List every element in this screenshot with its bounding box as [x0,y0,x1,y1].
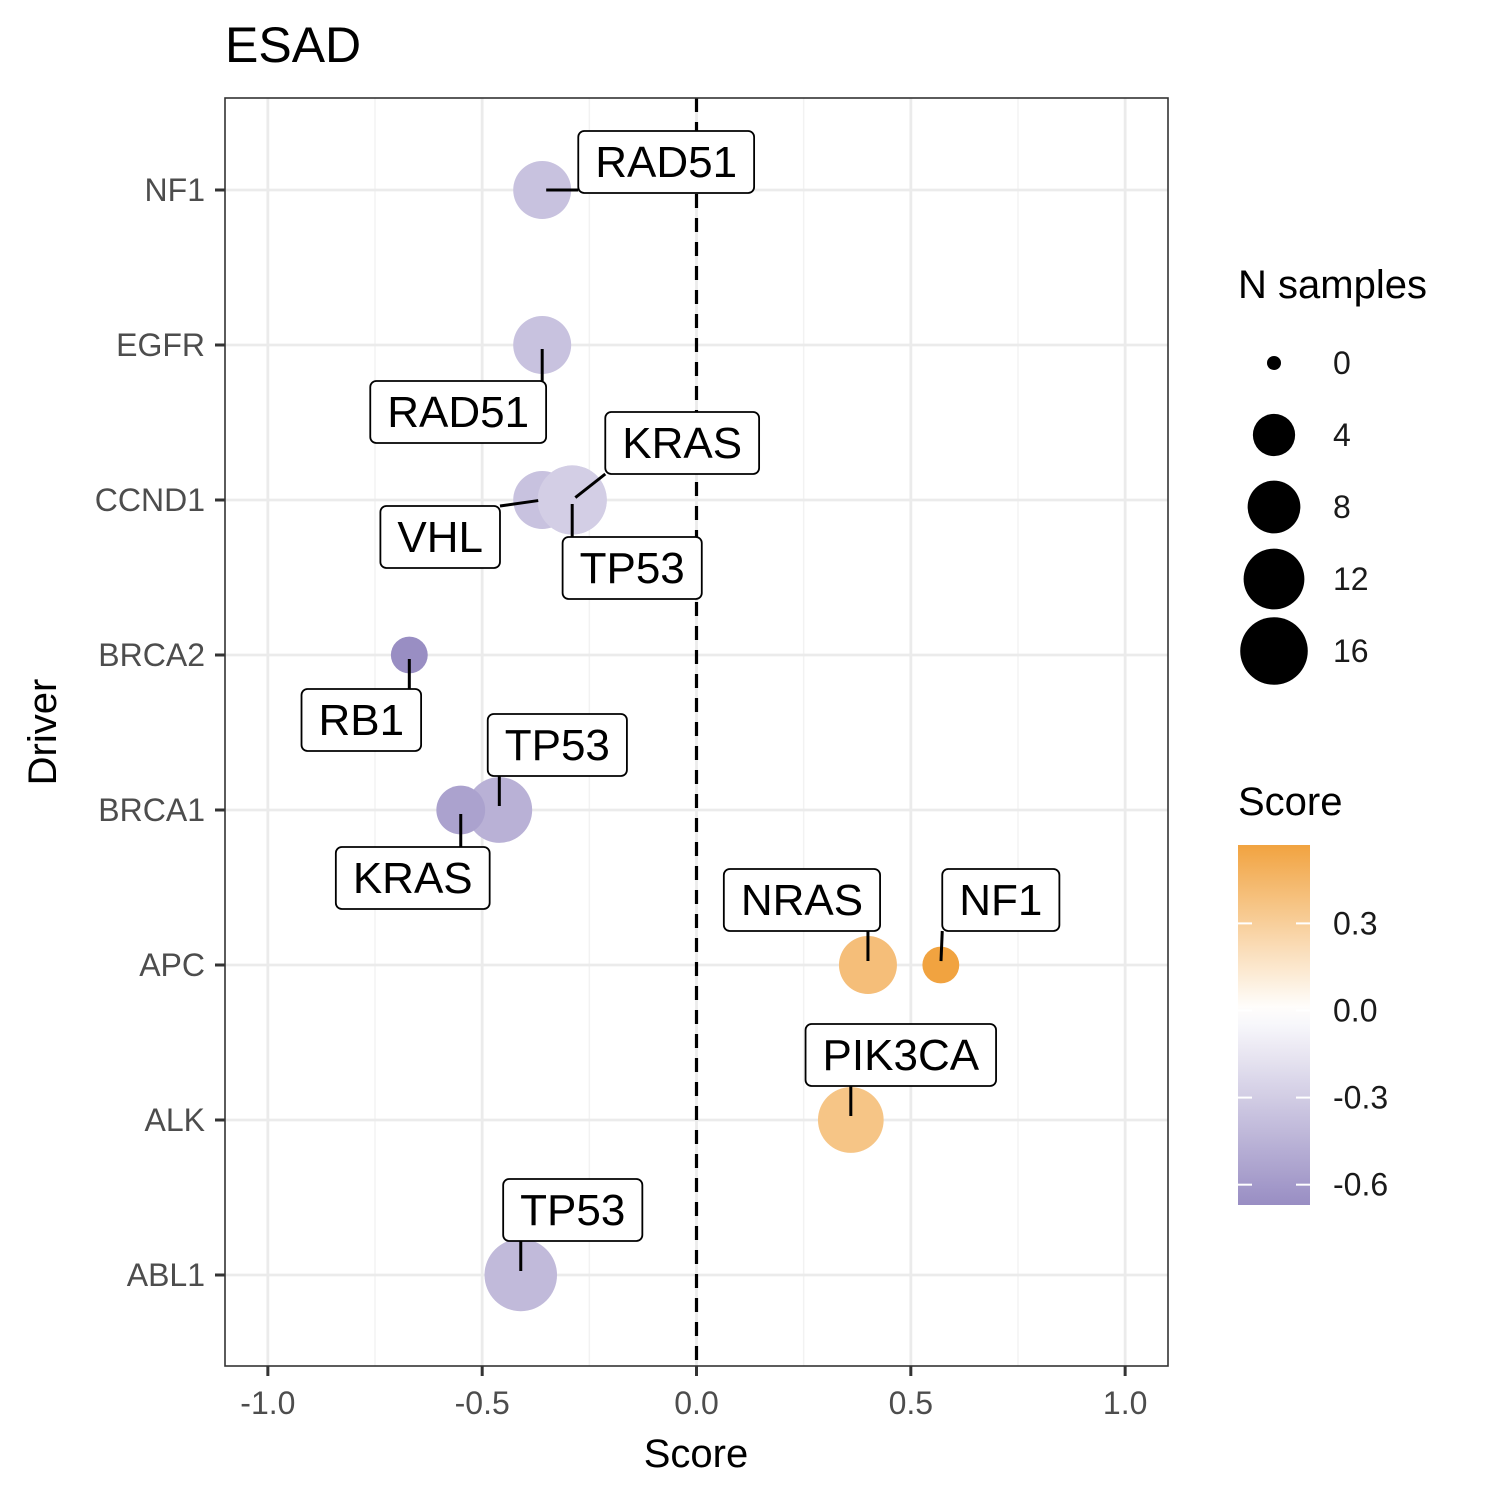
y-tick-label: BRCA2 [98,637,205,673]
size-legend-title: N samples [1238,263,1427,307]
y-tick-label: CCND1 [95,482,205,518]
label-kras: KRAS [604,411,761,475]
size-legend-key [1267,356,1281,370]
y-tick-label: ABL1 [127,1257,205,1293]
label-nf1: NF1 [941,868,1061,932]
label-text: KRAS [353,854,473,903]
label-box [369,380,548,444]
size-legend-key [1247,480,1301,534]
size-legend-label: 0 [1333,345,1351,381]
size-legend: N samples 0 4 8 12 16 [1238,263,1427,685]
label-rb1: RB1 [300,688,423,752]
color-legend-title: Score [1238,780,1343,824]
x-axis: -1.0 -0.5 0.0 0.5 1.0 [240,1366,1147,1421]
color-legend: Score 0.3 0.0 -0.3 -0.6 [1238,780,1388,1205]
label-leader [574,472,607,499]
label-box [502,1178,644,1242]
y-tick-label: ALK [145,1102,205,1138]
x-tick-label: 0.0 [674,1385,718,1421]
label-pik3ca: PIK3CA [804,1023,997,1087]
label-box [561,536,703,600]
label-rad51: RAD51 [577,130,756,194]
color-bar [1238,845,1310,1205]
label-box [379,505,501,569]
label-box [804,1023,997,1087]
label-text: KRAS [622,419,742,468]
point-brca1-kras [436,785,486,835]
label-tp53: TP53 [502,1178,644,1242]
label-box [300,688,423,752]
point-apc-nras [838,936,897,994]
label-tp53: TP53 [486,713,628,777]
y-axis: ABL1 ALK APC BRCA1 BRCA2 CCND1 EGFR NF1 [95,172,225,1293]
size-legend-label: 12 [1333,561,1369,597]
y-axis-title: Driver [21,679,65,786]
label-leader [939,930,944,962]
x-tick-label: 0.5 [889,1385,933,1421]
label-kras: KRAS [334,846,491,910]
label-text: RAD51 [387,388,529,437]
point-alk-pik3ca [817,1087,884,1153]
color-legend-label: 0.0 [1333,992,1377,1028]
chart-title: ESAD [225,17,361,73]
label-box [604,411,761,475]
y-tick-label: APC [139,947,205,983]
color-legend-label: -0.6 [1333,1167,1388,1203]
size-legend-label: 4 [1333,417,1351,453]
y-tick-label: BRCA1 [98,792,205,828]
label-nras: NRAS [722,868,881,932]
label-text: TP53 [520,1186,625,1235]
x-tick-label: 1.0 [1103,1385,1147,1421]
size-legend-label: 8 [1333,489,1351,525]
x-tick-label: -1.0 [240,1385,295,1421]
label-text: VHL [397,513,483,562]
label-box [334,846,491,910]
label-text: TP53 [580,544,685,593]
size-legend-key [1240,617,1308,685]
size-legend-key [1252,413,1296,457]
label-box [486,713,628,777]
points-layer [390,161,960,1312]
label-text: NF1 [959,876,1042,925]
x-tick-label: -0.5 [455,1385,510,1421]
size-legend-label: 16 [1333,633,1369,669]
point-apc-nf1 [922,946,960,984]
point-ccnd1-tp53 [537,465,607,535]
label-box [722,868,881,932]
labels-layer: RAD51 RAD51 KRAS VHL TP53 RB1 TP53 KRAS NRAS NF1 P… [300,130,1061,1271]
y-tick-label: NF1 [145,172,205,208]
point-brca2-rb1 [390,636,428,674]
label-text: NRAS [741,876,863,925]
x-axis-title: Score [644,1432,749,1476]
point-brca1-tp53 [466,777,533,843]
label-tp53: TP53 [561,536,703,600]
label-text: PIK3CA [823,1031,980,1080]
label-vhl: VHL [379,505,501,569]
label-text: RAD51 [595,138,737,187]
size-legend-key [1243,548,1305,610]
color-legend-label: 0.3 [1333,905,1377,941]
color-legend-label: -0.3 [1333,1080,1388,1116]
point-abl1-tp53 [484,1238,558,1312]
point-egfr-rad51 [513,316,572,374]
label-box [577,130,756,194]
label-leader [499,499,539,508]
point-nf1-rad51 [513,161,572,219]
y-tick-label: EGFR [116,327,205,363]
label-box [941,868,1061,932]
label-text: TP53 [505,721,610,770]
label-text: RB1 [319,696,405,745]
label-rad51: RAD51 [369,380,548,444]
